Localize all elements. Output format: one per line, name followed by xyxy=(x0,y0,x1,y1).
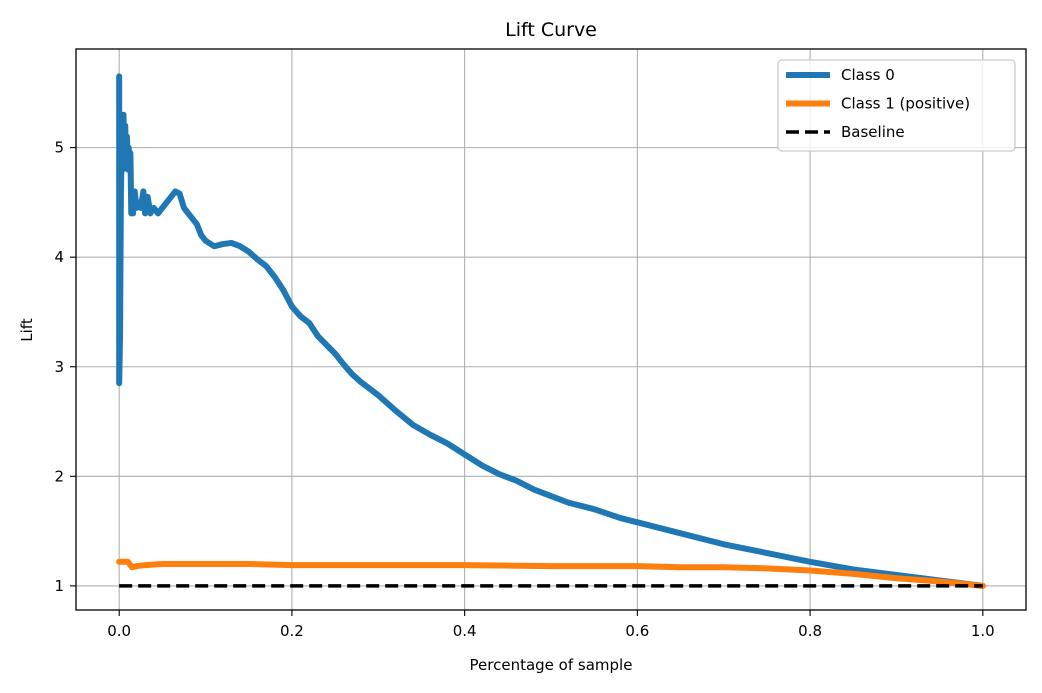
y-axis-label: Lift xyxy=(18,318,36,342)
y-tick-label: 5 xyxy=(54,139,64,157)
x-tick-label: 0.6 xyxy=(625,622,649,640)
series-layer xyxy=(116,73,986,589)
series-line-class-0 xyxy=(116,73,986,589)
y-axis: 1 2 3 4 5 xyxy=(54,139,76,595)
y-tick-label: 4 xyxy=(54,248,64,266)
legend: Class 0 Class 1 (positive) Baseline xyxy=(777,59,1016,152)
x-tick-label: 0.8 xyxy=(798,622,822,640)
y-tick-label: 1 xyxy=(54,577,64,595)
y-tick-label: 3 xyxy=(54,358,64,376)
legend-label: Class 0 xyxy=(841,66,895,84)
x-tick-label: 0.4 xyxy=(453,622,477,640)
plot-frame xyxy=(75,48,1027,611)
x-axis: 0.0 0.2 0.4 0.6 0.8 1.0 xyxy=(107,610,995,640)
legend-label: Baseline xyxy=(841,123,905,141)
x-tick-label: 1.0 xyxy=(971,622,995,640)
x-axis-label: Percentage of sample xyxy=(470,656,633,674)
x-tick-label: 0.0 xyxy=(107,622,131,640)
series-line-class-1-positive xyxy=(116,558,986,589)
chart-title: Lift Curve xyxy=(505,19,597,41)
y-tick-label: 2 xyxy=(54,467,64,485)
legend-box xyxy=(777,59,1016,152)
legend-label: Class 1 (positive) xyxy=(841,95,970,113)
x-tick-label: 0.2 xyxy=(280,622,304,640)
